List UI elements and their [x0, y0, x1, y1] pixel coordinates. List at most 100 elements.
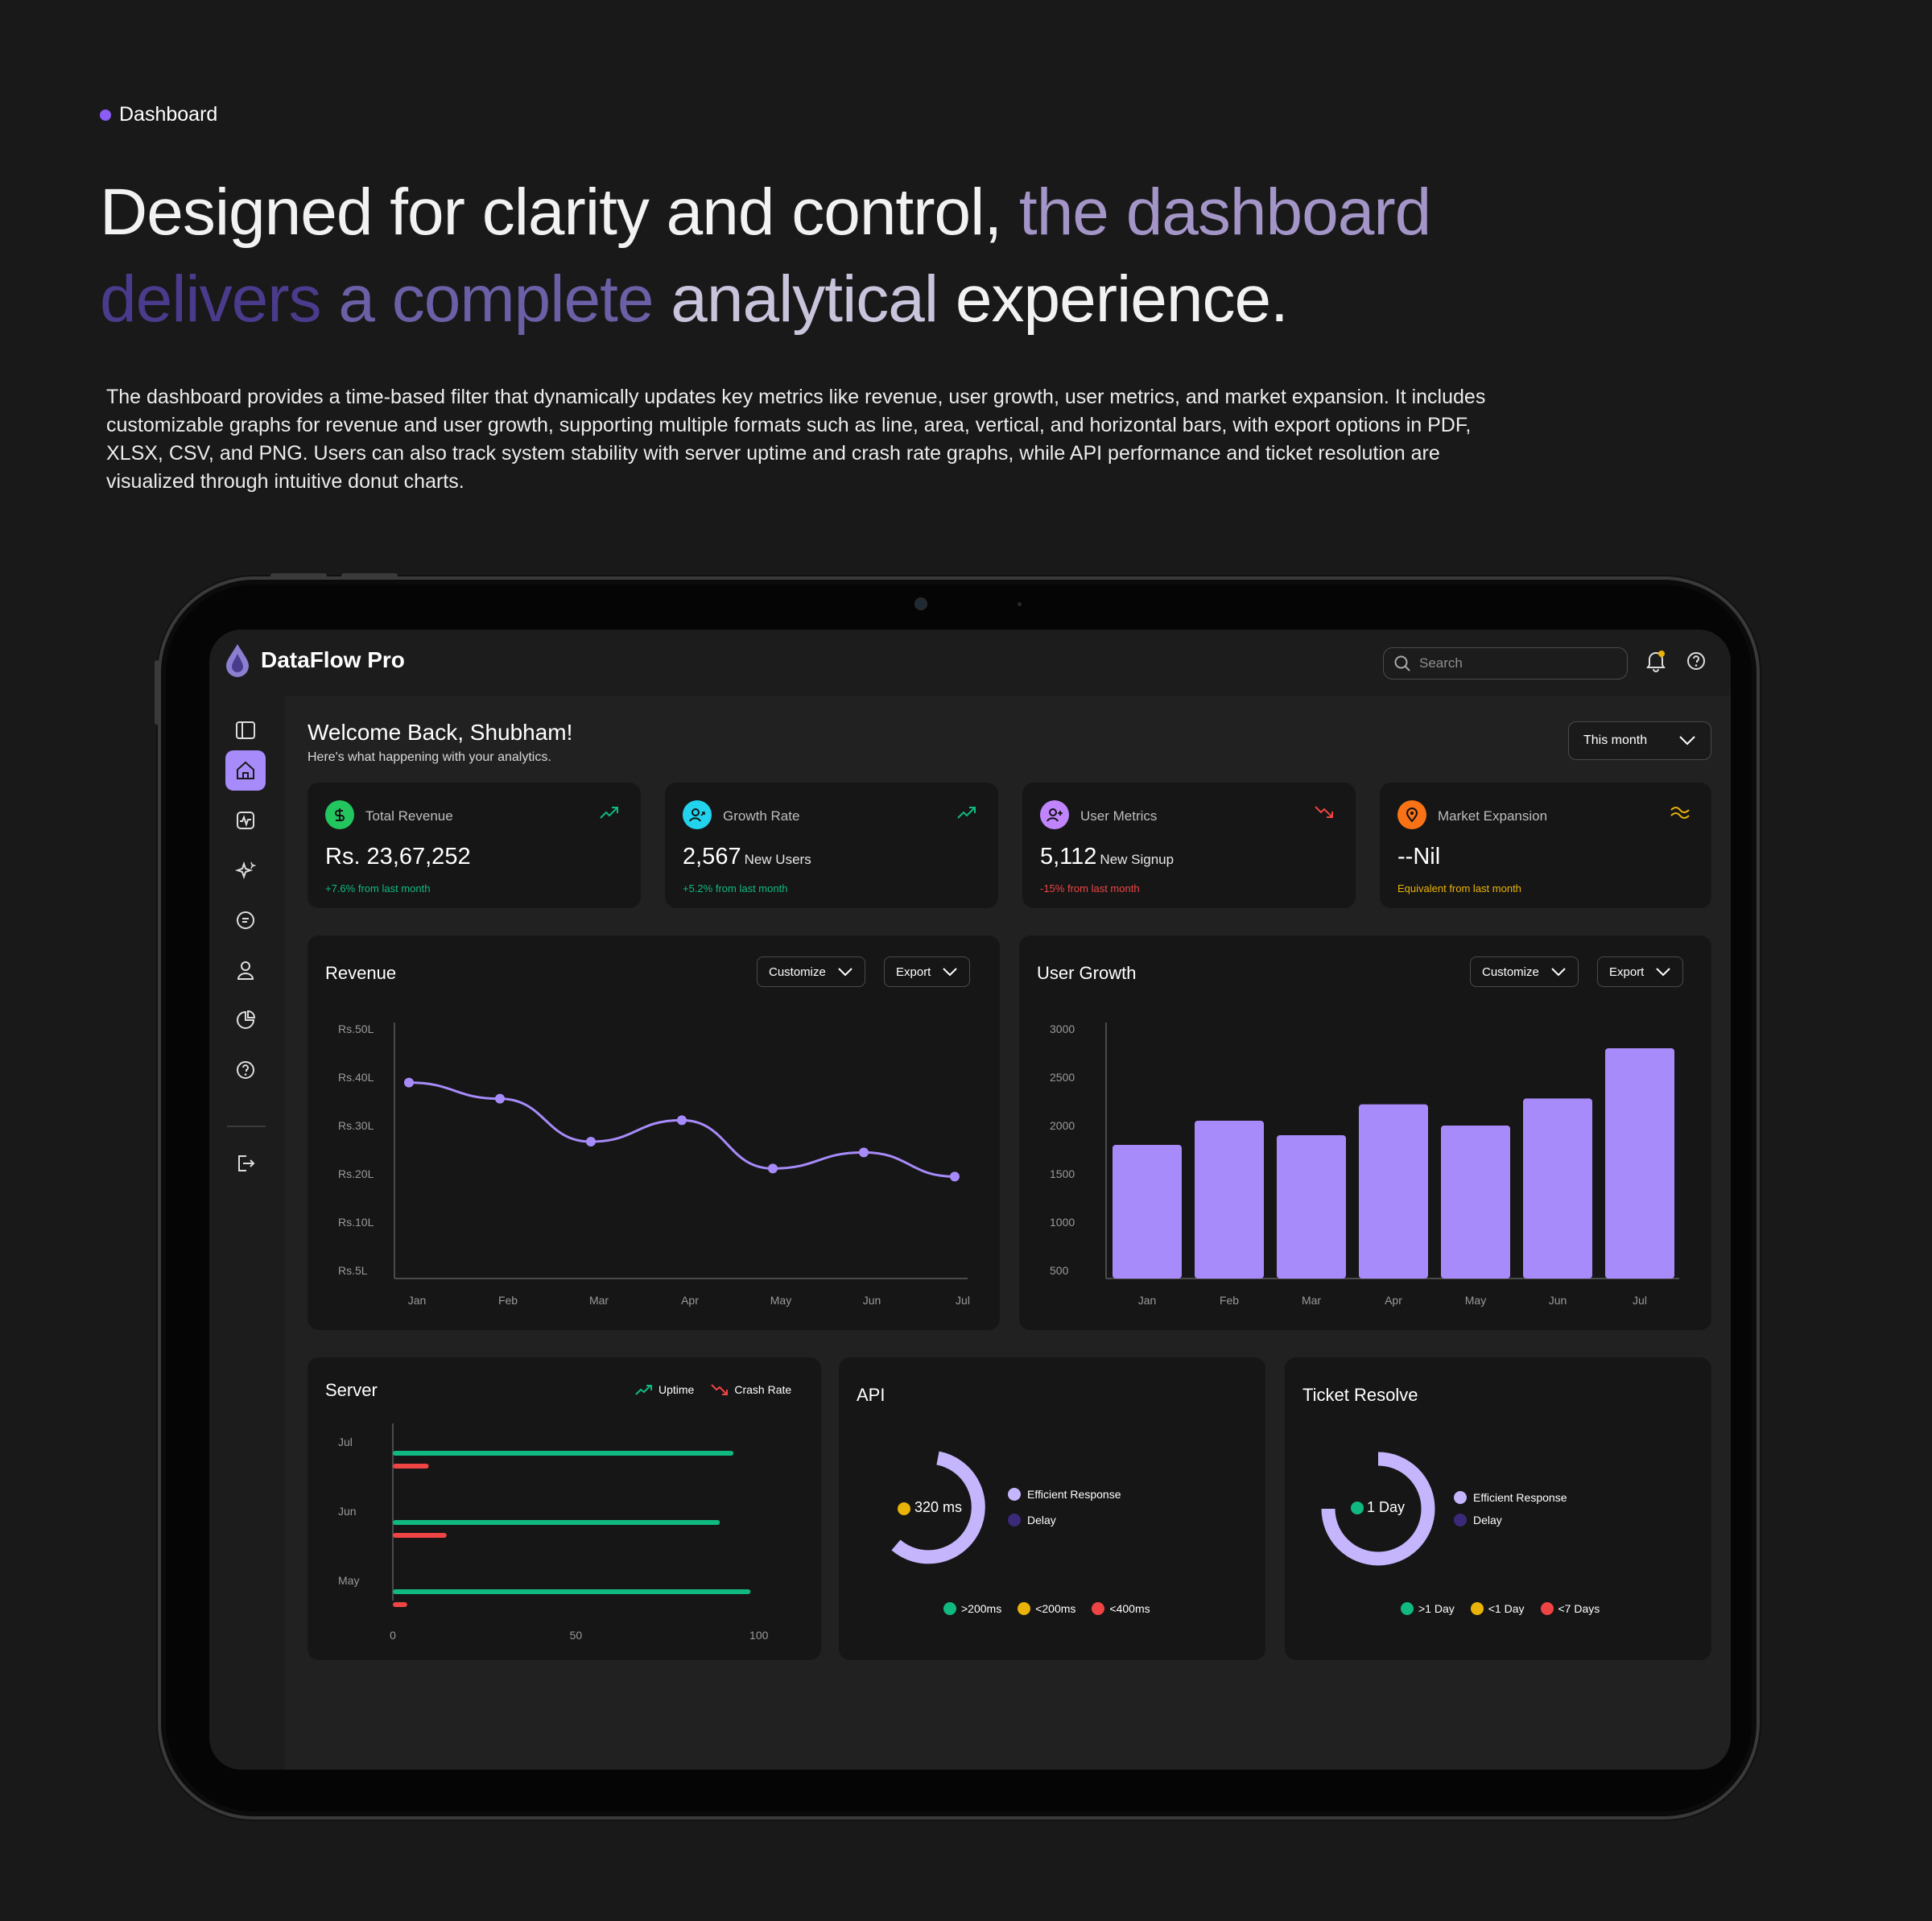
user-growth-bar: [1277, 1135, 1346, 1279]
sidebar-item-logout[interactable]: [225, 1143, 266, 1184]
drop-logo-icon: [226, 644, 249, 677]
sidebar-item-messages[interactable]: [225, 900, 266, 940]
x-tick-label: Mar: [589, 1294, 609, 1307]
kpi-card-user-metrics: User Metrics 5,112 New Signup -15% from l…: [1022, 783, 1356, 908]
user-growth-bar: [1195, 1121, 1264, 1279]
sidebar-item-reports[interactable]: [225, 1000, 266, 1040]
kpi-unit: New Users: [744, 852, 811, 867]
server-title: Server: [325, 1380, 378, 1400]
description: The dashboard provides a time-based filt…: [106, 386, 1486, 493]
sidebar-item-home[interactable]: [225, 750, 266, 791]
kpi-value-text: 5,112: [1040, 844, 1097, 870]
volume-button: [341, 573, 398, 578]
revenue-export-button[interactable]: Export: [884, 956, 971, 987]
legend-crash: Crash Rate: [710, 1383, 791, 1396]
sidebar-divider: [227, 1126, 266, 1127]
legend-item: Efficient Response: [1454, 1491, 1567, 1504]
legend-label: >200ms: [961, 1602, 1002, 1615]
location-icon: [1397, 800, 1426, 829]
y-tick-label: May: [338, 1574, 359, 1587]
x-tick-label: Jan: [408, 1294, 427, 1307]
y-tick-label: Rs.50L: [338, 1022, 374, 1035]
headline-part: delivers: [100, 262, 339, 336]
y-tick-label: Rs.10L: [338, 1216, 374, 1229]
crash-rate-bar: [393, 1464, 429, 1469]
help-icon: [237, 1061, 254, 1079]
sparkle-icon: [235, 861, 256, 880]
activity-icon: [237, 812, 254, 829]
x-tick-label: May: [770, 1294, 791, 1307]
trend-down-icon: [711, 1384, 729, 1395]
user-icon: [237, 961, 254, 980]
y-tick-label: Rs.40L: [338, 1071, 374, 1084]
x-tick-label: Jul: [1633, 1294, 1647, 1307]
top-bar: DataFlow Pro Search: [209, 630, 1731, 696]
chat-icon: [237, 911, 254, 929]
revenue-point: [950, 1171, 960, 1182]
pie-chart-icon: [237, 1010, 256, 1029]
revenue-line-chart: Rs.50L Rs.40L Rs.30L Rs.20L Rs.10L Rs.5L Jan Fe…: [338, 1022, 970, 1307]
api-legend: Efficient Response Delay: [1008, 1488, 1121, 1526]
kpi-value-text: --Nil: [1397, 844, 1441, 870]
x-tick-label: Apr: [681, 1294, 699, 1307]
kpi-card-growth: Growth Rate 2,567 New Users +5.2% from la…: [665, 783, 998, 908]
chevron-down-icon: [1679, 736, 1695, 746]
power-button: [155, 660, 159, 725]
search-input[interactable]: Search: [1383, 647, 1628, 680]
kpi-note: -15% from last month: [1040, 882, 1140, 894]
sidebar-item-users[interactable]: [225, 950, 266, 990]
section-tag: Dashboard: [100, 103, 217, 126]
ticket-center-value: 1 Day: [1367, 1499, 1406, 1515]
x-tick-label: May: [1465, 1294, 1486, 1307]
server-card: Server Uptime Crash Rate Jul Jun May 0 50 100: [308, 1357, 821, 1660]
home-icon: [237, 761, 254, 779]
welcome-title: Welcome Back, Shubham!: [308, 720, 573, 745]
server-legend: Uptime Crash Rate: [634, 1383, 791, 1396]
kpi-value: --Nil: [1397, 844, 1443, 870]
legend-uptime-label: Uptime: [658, 1383, 695, 1396]
uptime-bar: [393, 1451, 734, 1456]
camera: [914, 597, 927, 610]
sidebar-toggle[interactable]: [225, 710, 266, 750]
user-growth-export-button[interactable]: Export: [1597, 956, 1684, 987]
crash-rate-bar: [393, 1533, 447, 1538]
kpi-name: Total Revenue: [365, 808, 453, 824]
y-tick-label: 1500: [1050, 1167, 1075, 1180]
sidebar-item-help[interactable]: [225, 1050, 266, 1090]
sidebar-item-activity[interactable]: [225, 800, 266, 841]
legend-label: Efficient Response: [1027, 1488, 1121, 1501]
panel-icon: [236, 721, 255, 739]
kpi-card-market: Market Expansion --Nil Equivalent from l…: [1380, 783, 1711, 908]
revenue-customize-button[interactable]: Customize: [757, 956, 865, 987]
trend-flat-icon: [1670, 805, 1690, 824]
legend-crash-label: Crash Rate: [734, 1383, 792, 1396]
welcome-subtitle: Here's what happening with your analytic…: [308, 750, 551, 764]
revenue-card: Revenue Customize Export Rs.50L Rs.40L Rs.…: [308, 936, 1000, 1330]
legend-item: Delay: [1454, 1514, 1567, 1526]
volume-button: [270, 573, 327, 578]
sidebar-item-ai[interactable]: [225, 850, 266, 890]
kpi-value: 2,567 New Users: [683, 844, 811, 870]
kpi-value: 5,112 New Signup: [1040, 844, 1174, 870]
chevron-down-icon: [943, 968, 958, 977]
period-select[interactable]: This month: [1568, 721, 1711, 760]
kpi-note: Equivalent from last month: [1397, 882, 1521, 894]
legend-item: <1 Day: [1470, 1602, 1525, 1615]
trend-down-icon: [1314, 805, 1335, 824]
user-growth-customize-button[interactable]: Customize: [1470, 956, 1579, 987]
user-growth-bar-chart: 3000 2500 2000 1500 1000 500 Jan Feb Mar Apr May Ju…: [1050, 1022, 1679, 1307]
user-growth-bar: [1113, 1145, 1182, 1279]
notification-button[interactable]: [1644, 649, 1668, 673]
headline-part: experience.: [955, 262, 1289, 336]
ticket-card: Ticket Resolve 1 Day Efficient Response …: [1285, 1357, 1711, 1660]
help-button[interactable]: [1684, 649, 1708, 673]
legend-label: <7 Days: [1558, 1602, 1600, 1615]
tablet-frame: DataFlow Pro Search: [155, 573, 1760, 1820]
revenue-line: [408, 1081, 956, 1178]
api-donut-chart: [891, 1451, 985, 1564]
user-growth-card: User Growth Customize Export 3000 2500 200…: [1019, 936, 1711, 1330]
trend-up-icon: [635, 1385, 652, 1395]
sidebar: [209, 696, 285, 1770]
x-tick-label: 50: [570, 1629, 583, 1642]
headline-part: Designed for clarity and control,: [100, 176, 1019, 249]
